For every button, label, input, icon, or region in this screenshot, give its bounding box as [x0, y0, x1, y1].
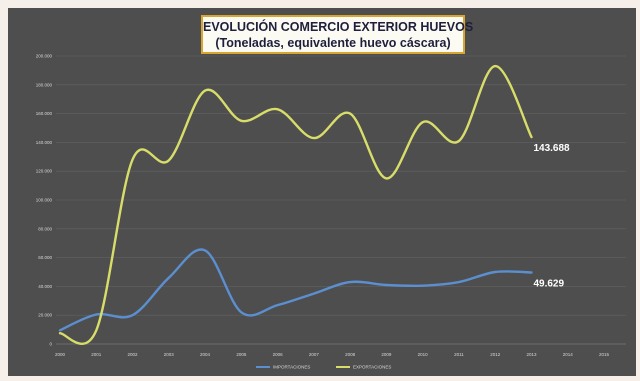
series-lines [58, 64, 533, 345]
y-tick-label: 100.000 [36, 198, 53, 203]
x-tick-label: 2011 [454, 352, 464, 357]
x-axis-ticks: 2000 2001 2002 2003 2004 2005 2006 2007 2008 2009… [55, 352, 610, 357]
line-chart: 0 20.000 40.000 60.000 80.000 100.000 120.000 1… [36, 54, 626, 370]
y-tick-label: 120.000 [36, 169, 53, 174]
x-tick-label: 2012 [490, 352, 501, 357]
x-tick-label: 2014 [563, 352, 574, 357]
series-line-importaciones [58, 248, 533, 332]
x-tick-label: 2013 [526, 352, 537, 357]
y-tick-label: 20.000 [38, 313, 52, 318]
x-tick-label: 2007 [309, 352, 320, 357]
legend: IMPORTACIONES EXPORTACIONES [256, 365, 391, 370]
end-labels: 49.629 143.688 [533, 143, 570, 289]
x-tick-label: 2008 [345, 352, 356, 357]
chart-title: EVOLUCIÓN COMERCIO EXTERIOR HUEVOS [203, 20, 474, 34]
x-tick-label: 2003 [164, 352, 175, 357]
x-tick-label: 2010 [418, 352, 429, 357]
y-tick-label: 40.000 [38, 284, 52, 289]
chart-area: 0 20.000 40.000 60.000 80.000 100.000 120.000 1… [8, 8, 636, 376]
x-tick-label: 2004 [200, 352, 211, 357]
x-tick-label: 2005 [236, 352, 247, 357]
y-tick-label: 80.000 [38, 226, 52, 231]
legend-label-importaciones: IMPORTACIONES [273, 365, 310, 370]
chart-title-box: EVOLUCIÓN COMERCIO EXTERIOR HUEVOS (Tone… [201, 15, 474, 54]
x-tick-label: 2001 [91, 352, 102, 357]
y-tick-label: 0 [49, 342, 52, 347]
end-label-exportaciones: 143.688 [533, 143, 570, 154]
x-tick-label: 2006 [273, 352, 284, 357]
y-tick-label: 160.000 [36, 111, 53, 116]
y-tick-label: 180.000 [36, 82, 53, 87]
series-line-exportaciones [58, 64, 533, 345]
y-axis-ticks: 0 20.000 40.000 60.000 80.000 100.000 120.000 1… [36, 54, 53, 347]
x-tick-label: 2000 [55, 352, 66, 357]
gridlines [56, 55, 626, 345]
end-label-importaciones: 49.629 [533, 279, 564, 290]
y-tick-label: 60.000 [38, 255, 52, 260]
x-tick-label: 2009 [381, 352, 392, 357]
x-tick-label: 2015 [599, 352, 610, 357]
x-tick-label: 2002 [128, 352, 139, 357]
chart-subtitle: (Toneladas, equivalente huevo cáscara) [215, 36, 451, 50]
y-tick-label: 140.000 [36, 140, 53, 145]
y-tick-label: 200.000 [36, 54, 53, 59]
legend-label-exportaciones: EXPORTACIONES [353, 365, 391, 370]
